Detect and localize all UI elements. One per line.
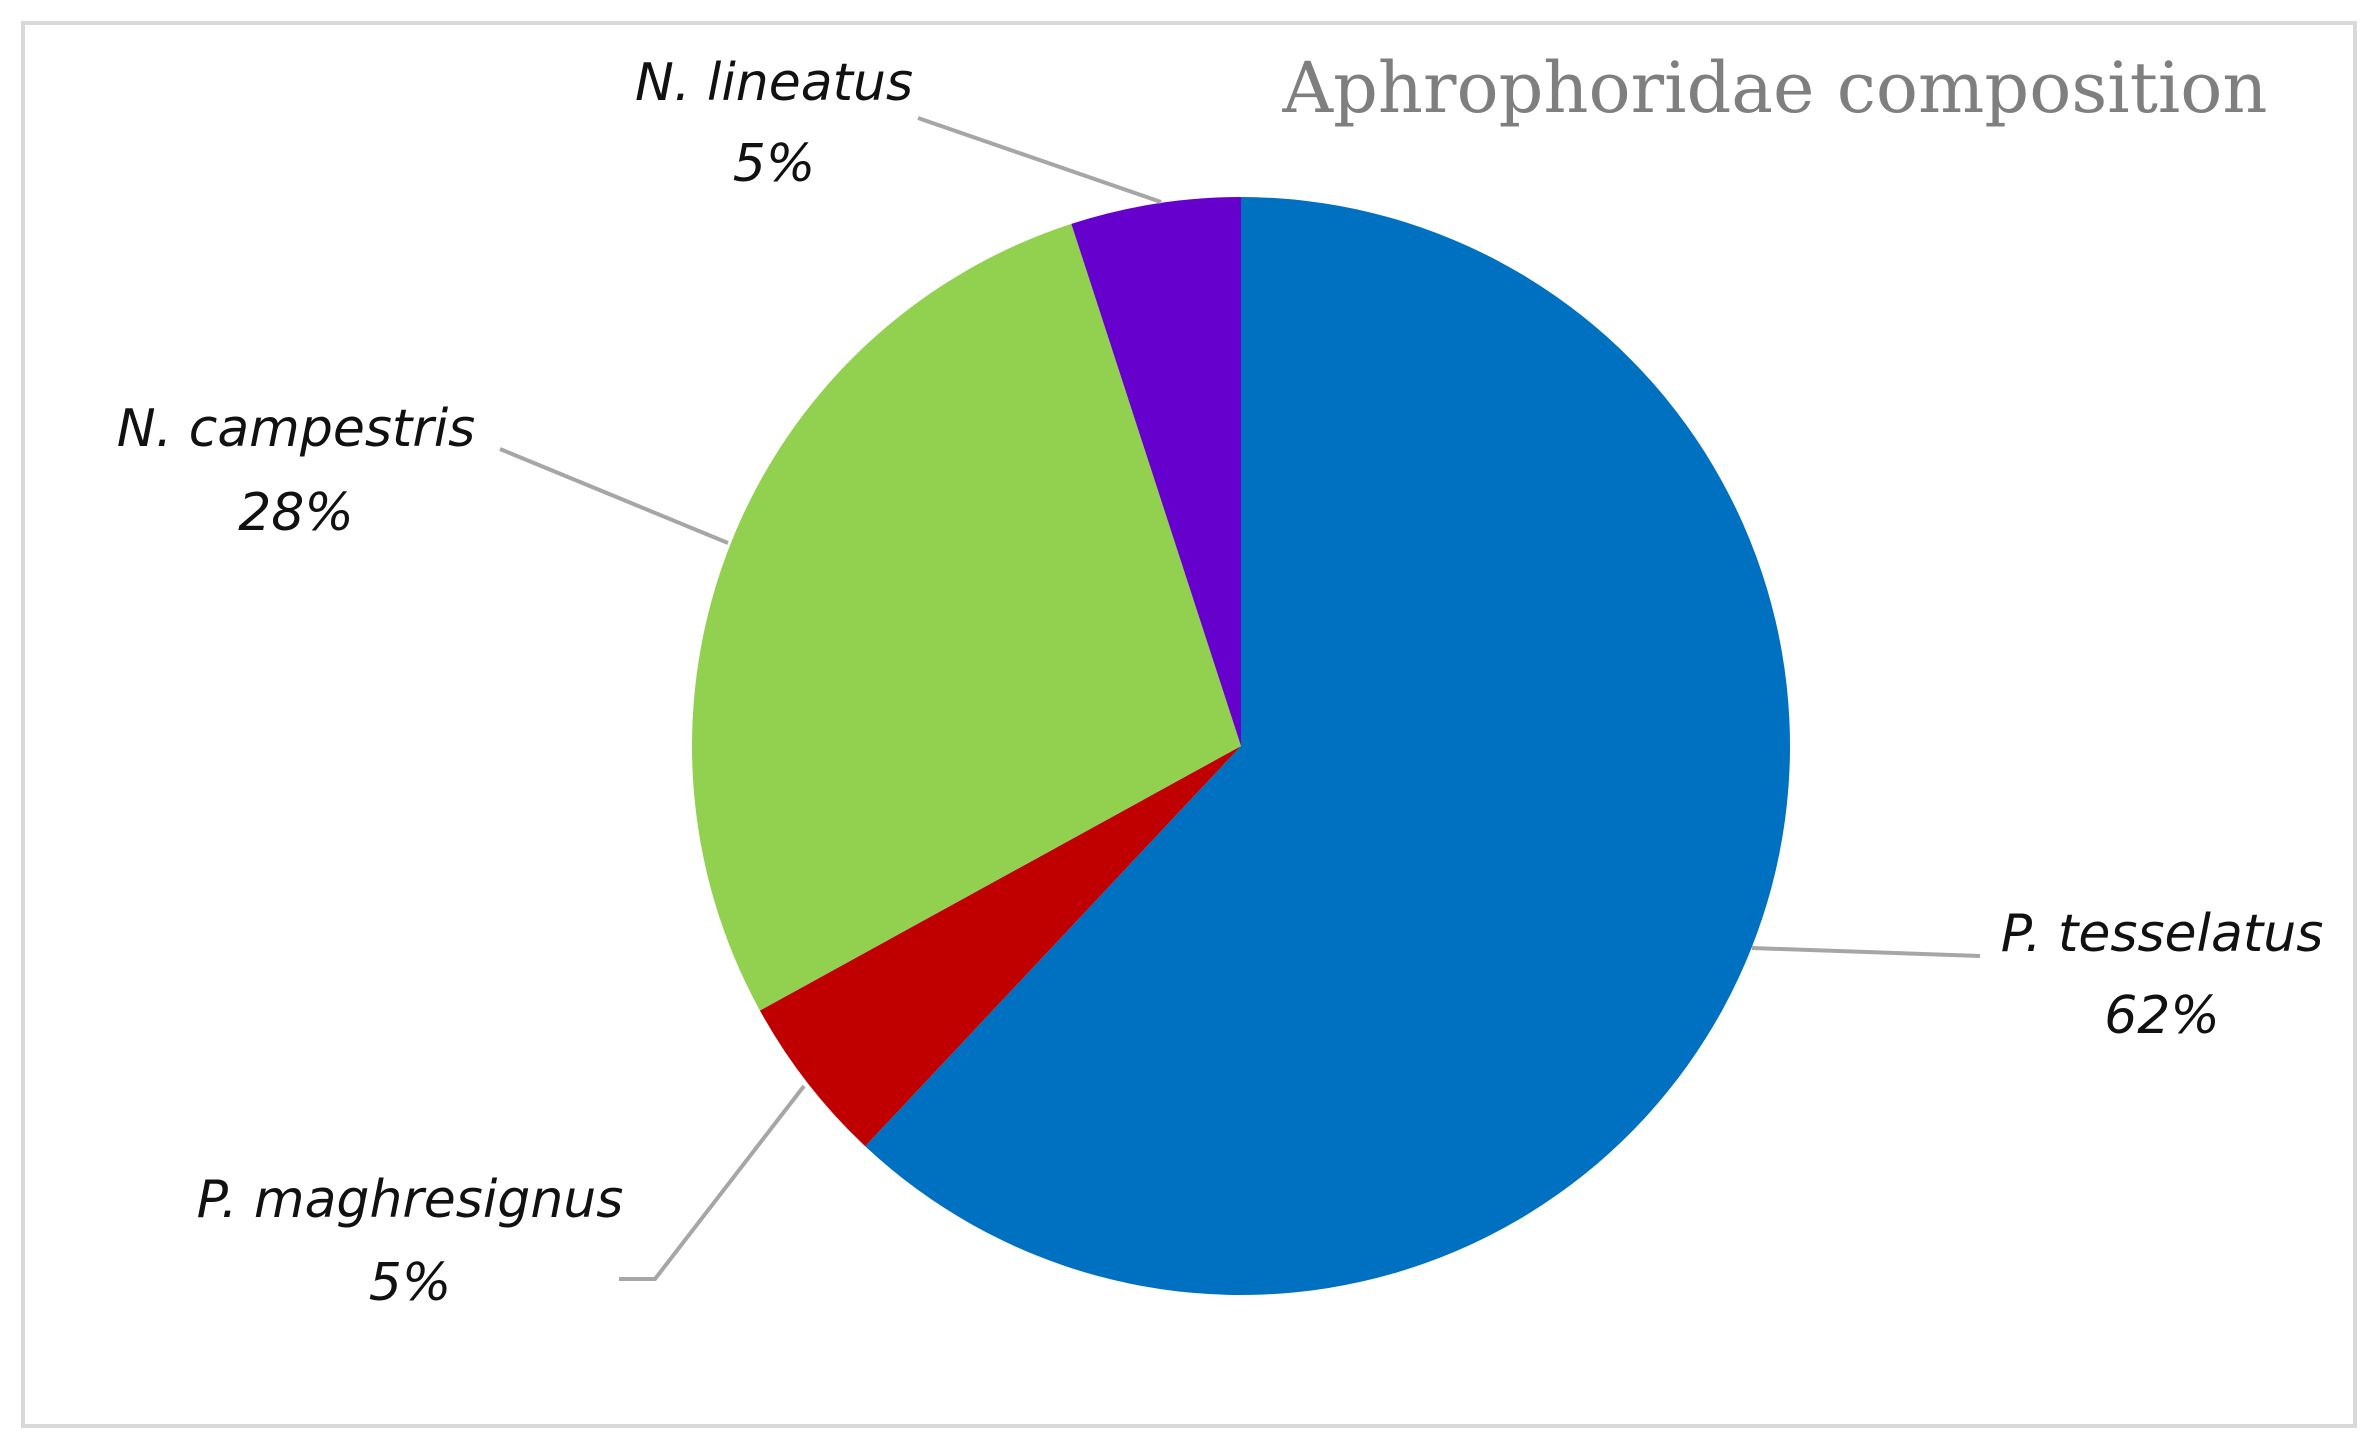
value-label: 5%	[733, 134, 816, 194]
pie-slice	[1071, 197, 1241, 746]
category-label: N. campestris	[117, 399, 475, 459]
value-label: 5%	[369, 1253, 452, 1313]
pie-slice	[692, 223, 1241, 1011]
pie-slice	[865, 197, 1790, 1295]
value-label: 28%	[238, 483, 354, 543]
leader-line	[1751, 946, 1981, 958]
value-label: 62%	[2104, 986, 2220, 1046]
chart-title: Aphrophoridae composition	[1282, 47, 2268, 129]
category-label: N. lineatus	[635, 53, 913, 113]
category-label: P. tesselatus	[2001, 904, 2324, 964]
leader-line	[619, 1084, 806, 1281]
leader-line	[499, 447, 729, 545]
pie-slice	[759, 746, 1241, 1147]
leader-line	[917, 116, 1162, 204]
category-label: P. maghresignus	[197, 1170, 624, 1230]
